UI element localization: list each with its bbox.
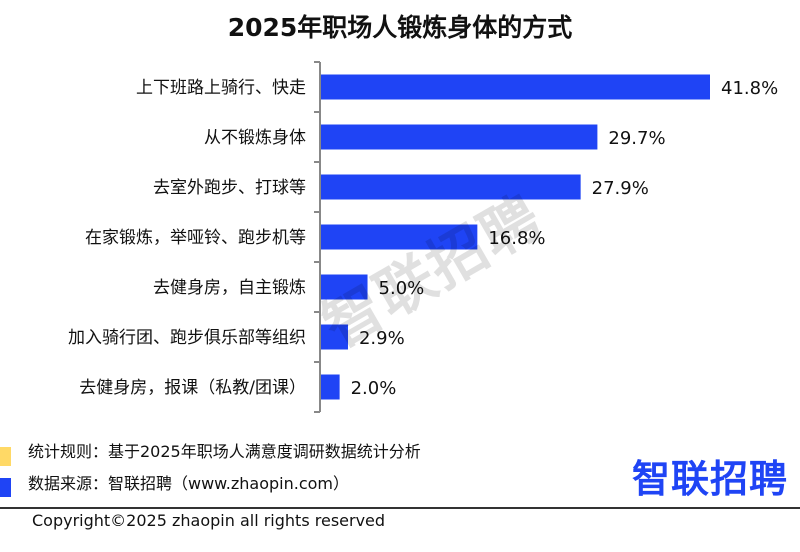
bar (321, 374, 340, 400)
legend-swatch-yellow (0, 447, 11, 466)
divider (0, 507, 800, 509)
copyright: Copyright©2025 zhaopin all rights reserv… (32, 511, 386, 530)
bar (321, 224, 478, 250)
data-label: 27.9% (592, 178, 649, 199)
category-label: 上下班路上骑行、快走 (136, 78, 306, 98)
bar (321, 74, 710, 100)
legend-rule-text: 统计规则：基于2025年职场人满意度调研数据统计分析 (28, 442, 421, 461)
bar (321, 324, 348, 350)
data-label: 41.8% (721, 78, 778, 99)
data-label: 5.0% (379, 278, 425, 299)
bar-chart: 上下班路上骑行、快走 41.8% 从不锻炼身体 29.7% 去室外跑步、打球等 27.9%… (68, 61, 778, 413)
chart-title: 2025年职场人锻炼身体的方式 (227, 13, 573, 42)
category-label: 从不锻炼身体 (204, 128, 306, 148)
bar (321, 124, 598, 150)
category-label: 去健身房，自主锻炼 (153, 278, 306, 298)
zhaopin-logo: 智联招聘 (632, 457, 789, 501)
legend-source-text: 数据来源：智联招聘（www.zhaopin.com） (28, 474, 350, 493)
category-label: 加入骑行团、跑步俱乐部等组织 (68, 328, 306, 348)
category-label: 在家锻炼，举哑铃、跑步机等 (85, 228, 306, 248)
data-label: 2.9% (359, 328, 405, 349)
category-label: 去健身房，报课（私教/团课） (79, 378, 306, 398)
data-label: 16.8% (488, 228, 545, 249)
bar (321, 174, 581, 200)
bar (321, 274, 368, 300)
category-label: 去室外跑步、打球等 (153, 178, 306, 198)
data-label: 29.7% (608, 128, 665, 149)
data-label: 2.0% (351, 378, 397, 399)
legend-swatch-blue (0, 478, 11, 497)
